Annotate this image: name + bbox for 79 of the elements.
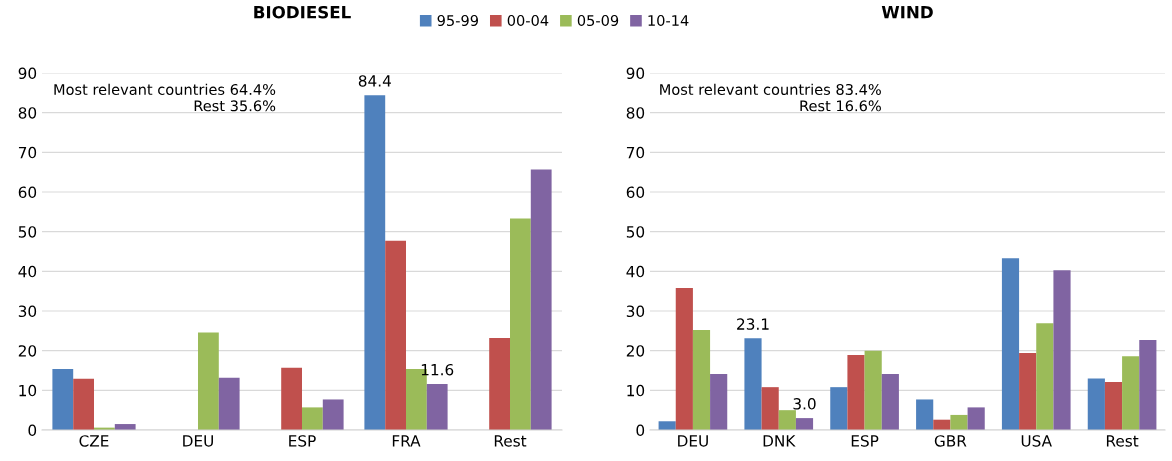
- bar: [675, 287, 693, 430]
- y-tick-label: 0: [28, 424, 37, 437]
- bar: [1019, 353, 1037, 430]
- bar: [744, 338, 762, 430]
- bar: [73, 378, 94, 430]
- x-tick-label: ESP: [851, 435, 879, 447]
- y-tick-label: 30: [626, 305, 645, 318]
- x-tick-label: DEU: [678, 435, 708, 447]
- bar: [198, 332, 219, 430]
- bar: [1139, 339, 1157, 430]
- bar: [322, 399, 344, 430]
- annotation: Most relevant countries 83.4% Rest 16.6%: [660, 83, 881, 112]
- x-tick-label: ESP: [289, 435, 316, 447]
- x-tick-label: DEU: [183, 435, 213, 447]
- bar: [426, 383, 448, 430]
- bar: [1053, 270, 1071, 430]
- bar: [1122, 356, 1140, 430]
- x-tick-label: DNK: [763, 435, 796, 447]
- bar: [1036, 323, 1054, 430]
- y-tick-label: 40: [626, 265, 645, 278]
- bar: [950, 414, 968, 430]
- bar: [302, 407, 323, 430]
- y-tick-label: 80: [18, 107, 37, 119]
- bar: [778, 410, 796, 430]
- bar: [967, 407, 985, 430]
- y-tick-label: 20: [18, 345, 37, 357]
- data-label: 11.6: [421, 363, 454, 376]
- annotation: Most relevant countries 64.4% Rest 35.6%: [54, 83, 276, 112]
- y-tick-label: 90: [626, 67, 645, 80]
- x-tick-label: Rest: [494, 435, 527, 447]
- x-tick-label: USA: [1021, 435, 1052, 447]
- y-tick-label: 10: [627, 384, 645, 397]
- bar: [692, 330, 711, 430]
- bar: [864, 350, 882, 430]
- y-tick-label: 90: [18, 67, 37, 80]
- y-tick-label: 60: [626, 186, 645, 199]
- bar: [761, 387, 779, 430]
- y-tick-label: 80: [626, 107, 645, 119]
- bar: [385, 240, 406, 430]
- bar: [795, 418, 814, 430]
- bar: [847, 355, 865, 430]
- bar: [281, 367, 302, 430]
- y-tick-label: 50: [626, 226, 645, 238]
- y-tick-label: 20: [626, 345, 645, 357]
- data-label: 3.0: [793, 398, 816, 410]
- y-tick-label: 30: [18, 305, 37, 318]
- bar: [1001, 258, 1020, 430]
- bar: [1087, 378, 1105, 430]
- y-tick-label: 40: [18, 265, 37, 278]
- y-tick-label: 10: [19, 384, 37, 397]
- y-tick-label: 0: [636, 424, 645, 437]
- bar: [52, 368, 74, 430]
- bar: [489, 337, 510, 430]
- bar: [364, 95, 386, 430]
- legend-label: 00-04: [507, 14, 549, 27]
- x-tick-label: CZE: [79, 435, 109, 447]
- data-label: 23.1: [737, 318, 769, 330]
- legend-label: 10-14: [648, 14, 689, 27]
- x-tick-label: GBR: [934, 435, 967, 447]
- x-tick-label: FRA: [392, 435, 421, 447]
- bar: [710, 374, 728, 430]
- y-tick-label: 60: [18, 186, 37, 199]
- y-tick-label: 50: [18, 226, 37, 238]
- legend-label: 95-99: [437, 14, 478, 27]
- bar: [830, 387, 848, 430]
- bar: [658, 421, 676, 430]
- chart-title: WIND: [881, 6, 933, 19]
- bar: [916, 399, 934, 430]
- bar: [881, 374, 899, 430]
- x-tick-label: Rest: [1106, 435, 1139, 447]
- bar: [510, 218, 531, 430]
- data-label: 84.4: [358, 75, 391, 87]
- chart-title: BIODIESEL: [254, 5, 351, 19]
- y-tick-label: 70: [626, 146, 645, 159]
- bar: [530, 169, 552, 430]
- legend-label: 05-09: [577, 14, 619, 27]
- bar: [218, 377, 240, 430]
- bar: [1104, 382, 1123, 430]
- y-tick-label: 70: [18, 146, 37, 159]
